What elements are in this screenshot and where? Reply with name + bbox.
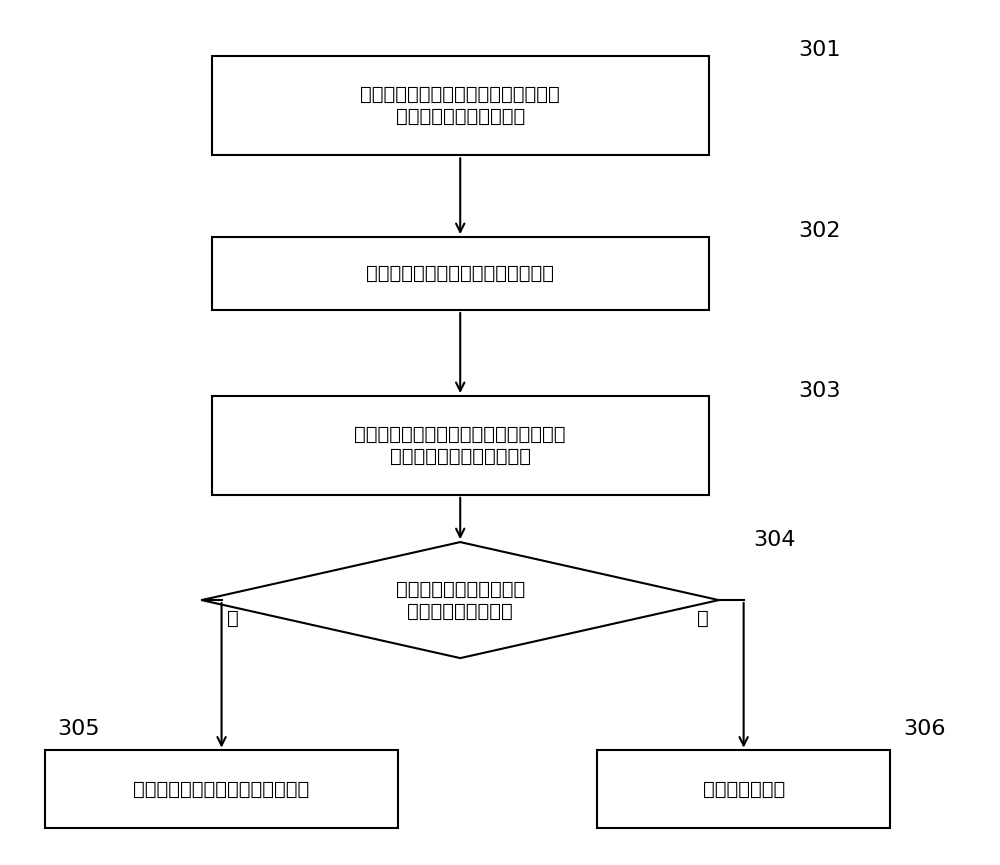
Text: 将所述实际移动距离除以所述修正步数，
得到所述预设步长的修正值: 将所述实际移动距离除以所述修正步数， 得到所述预设步长的修正值 [354,425,566,466]
Text: 否: 否 [697,609,709,628]
Text: 305: 305 [57,719,100,739]
Bar [597,751,890,828]
Text: 306: 306 [903,719,945,739]
Bar [212,237,709,310]
Text: 忽略所述修正值: 忽略所述修正值 [703,779,785,798]
Text: 根据连续两次上传至所述服务器的位置
信息，获取实际移动距离: 根据连续两次上传至所述服务器的位置 信息，获取实际移动距离 [360,86,560,126]
Text: 是: 是 [227,609,238,628]
Text: 302: 302 [798,221,841,240]
Text: 301: 301 [798,40,841,60]
Text: 根据所述陀螺仪数据，得到修正步数: 根据所述陀螺仪数据，得到修正步数 [366,264,554,283]
Polygon shape [202,542,719,658]
Text: 判定所述修正值是否处于
所述极限步长范围内: 判定所述修正值是否处于 所述极限步长范围内 [396,580,525,620]
Bar [212,396,709,495]
Bar [212,56,709,156]
Text: 303: 303 [798,381,841,401]
Bar [45,751,398,828]
Text: 304: 304 [754,530,796,550]
Text: 将所述预设步长更新为所述修正值: 将所述预设步长更新为所述修正值 [133,779,310,798]
